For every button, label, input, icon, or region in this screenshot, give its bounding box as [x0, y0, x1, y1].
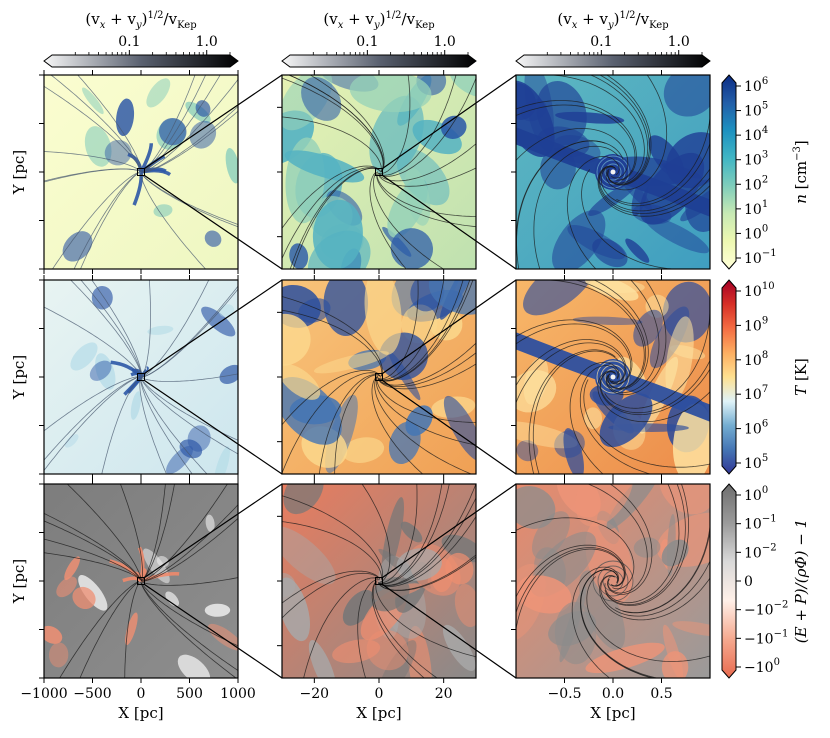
cbar-tick-label: 1010 [744, 281, 775, 300]
x-tick-label: −0.5 [548, 686, 582, 702]
x-tick-label: 500 [176, 686, 203, 702]
streamlines-layer [44, 75, 710, 678]
zoom-line-top [382, 74, 517, 169]
streamlines-r2-c2 [516, 484, 710, 678]
zoom-box [375, 577, 383, 585]
streamlines-r1-c1 [282, 280, 476, 474]
zoom-box [137, 168, 145, 176]
cbar-tick-label: −10−2 [744, 600, 788, 619]
cbar-tick-label: 102 [744, 174, 768, 193]
panel-r1-c1 [282, 280, 476, 474]
cbar-tick-label: 105 [744, 453, 768, 472]
zoom-line-bottom [382, 380, 517, 475]
x-tick-label: −500 [73, 686, 111, 702]
x-tick-label: 1000 [220, 686, 256, 702]
y-axis-label: Y [pc] [10, 355, 28, 400]
top-cbar-tick-label: 1.0 [668, 34, 690, 50]
cbar-tick-label: 100 [744, 485, 768, 504]
zoom-line-top [382, 279, 517, 374]
panel-r0-c0 [44, 75, 238, 269]
zoom-box [375, 373, 383, 381]
y-axis-label: Y [pc] [10, 559, 28, 604]
zoom-line-bottom [382, 584, 517, 679]
top-cbar-tick-label: 0.1 [118, 34, 140, 50]
cbar-tick-label: 10−2 [744, 542, 777, 561]
zoom-line-top [144, 74, 283, 169]
colorbar-temperature: 1010 109 108 107 106 105 T [K] [721, 279, 810, 475]
streamlines-r2-c1 [282, 484, 476, 678]
x-tick-label: 20 [435, 686, 453, 702]
panels-layer [44, 75, 710, 678]
zoom-box [137, 373, 145, 381]
cbar-tick-label: 106 [744, 419, 768, 438]
cbar-tick-label: 109 [744, 315, 768, 334]
panel-r2-c0 [44, 484, 238, 678]
cbar-tick-label: 100 [744, 223, 768, 242]
cbar-tick-label: 10−1 [744, 248, 777, 267]
x-tick-label: −1000 [20, 686, 67, 702]
streamlines-r1-c0 [44, 280, 238, 474]
frames-layer [39, 70, 711, 683]
cbar-label-temperature: T [K] [792, 358, 810, 396]
cbar-label-density: n [cm−3] [792, 140, 810, 204]
zoom-line-top [144, 279, 283, 374]
x-axis-label: X [pc] [356, 704, 401, 722]
axes-layer: −1000 −500 0 500 1000 X [pc] −20 0 20 X [pc] −0.5 0… [10, 150, 673, 722]
colorbar-density: 106 105 104 103 102 101 100 10−1 n [cm−3] [721, 74, 810, 270]
cbar-tick-label: −10−1 [744, 628, 788, 647]
colorbar-bernoulli: 100 10−1 10−2 0 −10−2 −10−1 −100 (E + P)/(ρΦ) −… [721, 483, 810, 679]
panel-r2-c2 [516, 484, 710, 678]
x-tick-label: 0.5 [650, 686, 672, 702]
cbar-tick-label: 105 [744, 101, 768, 120]
cbar-tick-label: 101 [744, 199, 768, 218]
panel-r1-c2 [516, 280, 710, 474]
zoom-box [137, 577, 145, 585]
cbar-label-bernoulli: (E + P)/(ρΦ) − 1 [792, 519, 810, 643]
x-axis-label: X [pc] [590, 704, 635, 722]
zoom-line-bottom [144, 175, 283, 270]
streamlines-r0-c1 [282, 75, 476, 269]
cbar-tick-label: 103 [744, 150, 768, 169]
x-tick-label: 0.0 [602, 686, 624, 702]
x-tick-label: −20 [300, 686, 330, 702]
cbar-tick-label: 10−1 [744, 514, 777, 533]
cbar-tick-label: 106 [744, 76, 768, 95]
cbar-tick-label: 108 [744, 350, 768, 369]
x-tick-label: 0 [375, 686, 384, 702]
top-cbar-label: (vx + vy)1/2/vKep [323, 10, 434, 31]
panel-r0-c1 [282, 75, 476, 269]
panel-r0-c2 [516, 75, 710, 269]
top-cbar-tick-label: 1.0 [434, 34, 456, 50]
cbar-tick-label: 107 [744, 384, 768, 403]
streamlines-r1-c2 [516, 280, 710, 474]
streamlines-r0-c2 [516, 75, 710, 269]
top-cbar-tick-label: 0.1 [356, 34, 378, 50]
top-colorbar: 0.1 1.0(vx + vy)1/2/vKep [515, 10, 711, 68]
cbar-tick-label: 104 [744, 125, 768, 144]
top-colorbar: 0.1 1.0(vx + vy)1/2/vKep [43, 10, 239, 68]
cbar-tick-label: −100 [744, 657, 780, 676]
y-axis-label: Y [pc] [10, 150, 28, 195]
zoom-box [375, 168, 383, 176]
zoom-line-bottom [144, 584, 283, 679]
cbar-tick-label: 0 [744, 574, 753, 590]
zoom-line-bottom [382, 175, 517, 270]
zoom-lines-layer [137, 74, 517, 679]
streamlines-r2-c0 [44, 484, 238, 678]
x-axis-label: X [pc] [118, 704, 163, 722]
top-cbar-label: (vx + vy)1/2/vKep [85, 10, 196, 31]
top-colorbar: 0.1 1.0(vx + vy)1/2/vKep [281, 10, 477, 68]
panel-r1-c0 [44, 280, 238, 474]
zoom-line-top [382, 483, 517, 578]
zoom-line-bottom [144, 380, 283, 475]
top-cbar-label: (vx + vy)1/2/vKep [557, 10, 668, 31]
panel-r2-c1 [282, 484, 476, 678]
zoom-line-top [144, 483, 283, 578]
top-cbar-tick-label: 0.1 [590, 34, 612, 50]
streamlines-r0-c0 [44, 75, 238, 269]
top-cbar-tick-label: 1.0 [196, 34, 218, 50]
x-tick-label: 0 [137, 686, 146, 702]
